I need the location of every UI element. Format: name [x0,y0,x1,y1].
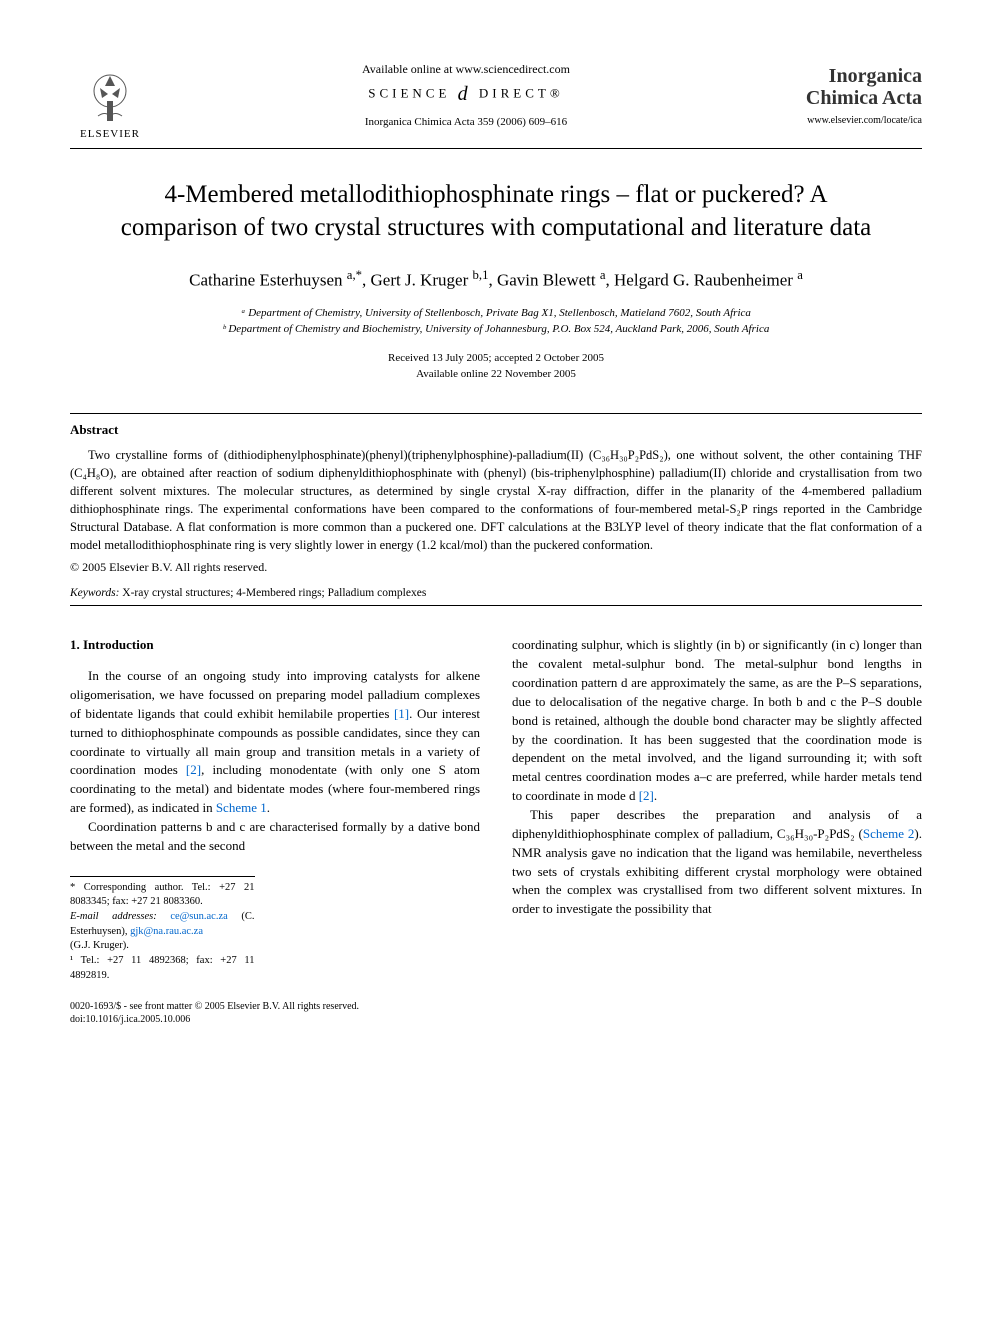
author-3: Gavin Blewett [497,271,596,290]
email-2-name: (G.J. Kruger). [70,939,255,954]
page-container: ELSEVIER Available online at www.science… [0,0,992,1066]
affiliation-b: ᵇ Department of Chemistry and Biochemist… [70,321,922,338]
abstract-top-rule [70,413,922,414]
elsevier-label: ELSEVIER [80,128,140,140]
affiliation-a: ᵃ Department of Chemistry, University of… [70,305,922,322]
scheme-2-link[interactable]: Scheme 2 [863,826,915,841]
journal-url: www.elsevier.com/locate/ica [782,115,922,126]
email-label: E-mail addresses: [70,911,157,922]
abstract-heading: Abstract [70,422,922,438]
ref-link-1[interactable]: [1] [394,706,409,721]
copyright-text: © 2005 Elsevier B.V. All rights reserved… [70,560,922,575]
ref-link-3[interactable]: [2] [639,788,654,803]
tel-footnote: ¹ Tel.: +27 11 4892368; fax: +27 11 4892… [70,954,255,983]
c2p2-text-a: This paper describes the preparation and… [512,807,922,841]
article-title: 4-Membered metallodithiophosphinate ring… [110,179,882,244]
author-1: Catharine Esterhuysen [189,271,342,290]
author-1-sup: a,* [347,268,362,282]
header-center: Available online at www.sciencedirect.co… [150,62,782,128]
scheme-1-link[interactable]: Scheme 1 [216,800,267,815]
elsevier-logo: ELSEVIER [70,50,150,140]
corresponding-author: * Corresponding author. Tel.: +27 21 808… [70,881,255,910]
intro-paragraph-2: Coordination patterns b and c are charac… [70,818,480,856]
author-4-sup: a [797,268,803,282]
keywords-line: Keywords: X-ray crystal structures; 4-Me… [70,587,922,599]
introduction-heading: 1. Introduction [70,636,480,655]
intro-paragraph-1: In the course of an ongoing study into i… [70,667,480,818]
journal-name-2: Chimica Acta [782,87,922,109]
author-4: Helgard G. Raubenheimer [614,271,793,290]
doi: doi:10.1016/j.ica.2005.10.006 [70,1013,480,1026]
journal-logo-block: Inorganica Chimica Acta www.elsevier.com… [782,65,922,126]
bottom-info: 0020-1693/$ - see front matter © 2005 El… [70,1000,480,1026]
affiliations: ᵃ Department of Chemistry, University of… [70,305,922,338]
c2p1-text-a: coordinating sulphur, which is slightly … [512,637,922,803]
authors-line: Catharine Esterhuysen a,*, Gert J. Kruge… [70,268,922,291]
keywords-label: Keywords: [70,587,119,599]
email-2[interactable]: gjk@na.rau.ac.za [130,926,203,937]
abstract-body: Two crystalline forms of (dithiodiphenyl… [70,448,922,553]
elsevier-tree-icon [80,66,140,126]
left-column: 1. Introduction In the course of an ongo… [70,636,480,1025]
journal-name-1: Inorganica [782,65,922,87]
journal-reference: Inorganica Chimica Acta 359 (2006) 609–6… [150,116,782,128]
front-matter: 0020-1693/$ - see front matter © 2005 El… [70,1000,480,1013]
header-rule [70,148,922,149]
right-column: coordinating sulphur, which is slightly … [512,636,922,1025]
dates-block: Received 13 July 2005; accepted 2 Octobe… [70,350,922,383]
p1-text-d: . [267,800,270,815]
abstract-bottom-rule [70,605,922,606]
author-2-sup: b,1 [473,268,489,282]
available-online-text: Available online at www.sciencedirect.co… [150,62,782,77]
email-1[interactable]: ce@sun.ac.za [170,911,227,922]
author-3-sup: a [600,268,606,282]
author-2: Gert J. Kruger [371,271,469,290]
science-text: SCIENCE [368,85,450,100]
online-date: Available online 22 November 2005 [70,366,922,383]
science-direct-logo: SCIENCE d DIRECT® [150,83,782,106]
keywords-text: X-ray crystal structures; 4-Membered rin… [122,587,426,599]
abstract-text: Two crystalline forms of (dithiodiphenyl… [70,446,922,555]
body-columns: 1. Introduction In the course of an ongo… [70,636,922,1025]
footnotes: * Corresponding author. Tel.: +27 21 808… [70,876,255,984]
col2-paragraph-2: This paper describes the preparation and… [512,806,922,919]
email-line: E-mail addresses: ce@sun.ac.za (C. Ester… [70,910,255,939]
at-symbol-icon: d [458,83,472,105]
col2-paragraph-1: coordinating sulphur, which is slightly … [512,636,922,806]
direct-text: DIRECT® [479,85,564,100]
c2p1-text-b: . [654,788,657,803]
received-date: Received 13 July 2005; accepted 2 Octobe… [70,350,922,367]
ref-link-2[interactable]: [2] [186,762,201,777]
header-row: ELSEVIER Available online at www.science… [70,50,922,140]
